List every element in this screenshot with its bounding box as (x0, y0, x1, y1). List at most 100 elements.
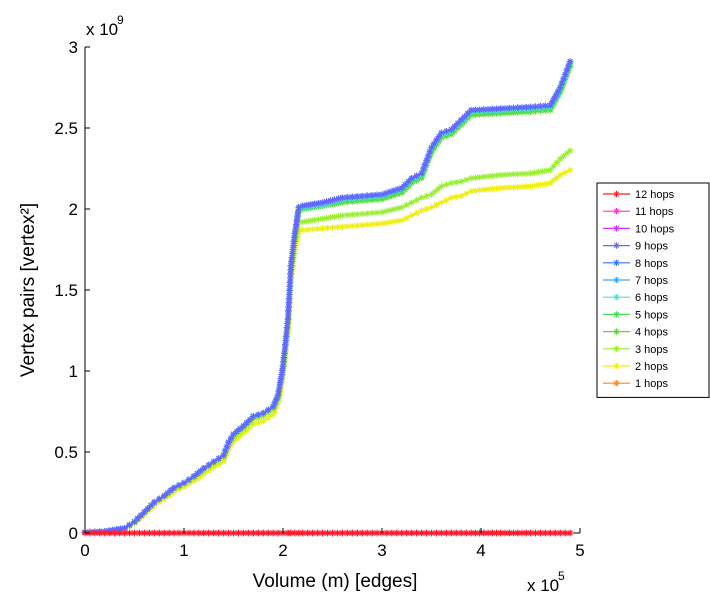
series-marker (403, 529, 410, 537)
series-marker (230, 529, 237, 537)
series-marker (274, 529, 282, 537)
series-marker (453, 193, 460, 201)
series-marker (250, 529, 257, 537)
series-7-hops (81, 58, 574, 536)
series-marker (299, 529, 306, 537)
series-marker (273, 395, 280, 403)
series-marker (260, 418, 267, 425)
series-marker (315, 216, 322, 223)
series-marker (282, 333, 290, 340)
series-marker (190, 529, 198, 537)
series-marker (344, 211, 351, 219)
series-line-7-hops (84, 61, 571, 533)
series-marker (134, 515, 141, 522)
series-marker (339, 212, 346, 219)
series-marker (235, 529, 242, 537)
series-marker (547, 166, 554, 174)
y-tick-label: 0 (69, 524, 78, 543)
series-marker (255, 419, 262, 427)
series-marker (518, 183, 526, 190)
series-marker (285, 303, 292, 311)
series-marker (278, 371, 285, 378)
series-marker (225, 439, 232, 446)
series-marker (250, 421, 257, 428)
series-marker (428, 144, 435, 151)
series-marker (401, 181, 409, 188)
series-marker (286, 283, 293, 290)
series-marker (433, 201, 440, 209)
series-marker (431, 188, 438, 195)
series-marker (514, 529, 521, 537)
series-marker (514, 104, 521, 111)
series-marker (288, 254, 296, 261)
series-marker (413, 209, 420, 217)
legend-item-12-hops: 12 hops (603, 189, 675, 201)
series-marker (303, 218, 310, 225)
series-marker (303, 201, 310, 209)
series-marker (290, 238, 298, 245)
series-marker (200, 470, 207, 478)
legend-marker (613, 208, 620, 215)
series-marker (281, 350, 288, 357)
series-marker (480, 173, 488, 181)
series-marker (359, 529, 366, 537)
legend-marker (613, 345, 620, 352)
series-marker (194, 470, 201, 477)
series-marker (286, 291, 293, 298)
series-marker (359, 222, 366, 229)
series-marker (324, 224, 331, 232)
series-marker (489, 172, 496, 180)
series-marker (339, 223, 346, 231)
series-marker (269, 411, 277, 418)
series-marker (236, 425, 244, 432)
series-marker (170, 484, 178, 491)
legend-label: 10 hops (635, 223, 675, 235)
series-marker (363, 529, 371, 537)
y-tick-label: 0.5 (54, 443, 78, 462)
legend-marker (613, 225, 620, 232)
series-marker (458, 178, 465, 185)
series-marker (518, 529, 526, 537)
series-marker (510, 104, 517, 112)
x-axis-multiplier: x 10 5 (527, 569, 565, 595)
legend-label: 6 hops (635, 292, 669, 304)
series-6-hops (81, 60, 574, 536)
series-marker (489, 529, 496, 537)
series-marker (147, 502, 155, 509)
series-marker (291, 529, 299, 537)
series-marker (277, 375, 285, 382)
series-marker (408, 529, 415, 537)
x-tick-label: 5 (575, 541, 584, 560)
series-marker (331, 196, 338, 203)
series-marker (349, 193, 356, 201)
y-tick-label: 1.5 (54, 281, 78, 300)
series-marker (506, 184, 513, 191)
series-marker (220, 452, 227, 459)
series-marker (284, 320, 291, 327)
series-marker (210, 464, 217, 471)
series-marker (220, 458, 227, 465)
series-marker (246, 424, 254, 431)
series-marker (527, 529, 534, 537)
series-marker (566, 529, 574, 537)
series-marker (233, 431, 240, 438)
series-marker (250, 413, 257, 420)
series-marker (368, 221, 376, 228)
series-marker (294, 208, 302, 215)
series-marker (311, 200, 318, 208)
series-marker (476, 106, 483, 113)
series-marker (497, 171, 504, 179)
series-marker (480, 529, 488, 537)
series-marker (205, 529, 212, 537)
series-marker (451, 123, 458, 130)
series-marker (131, 529, 138, 537)
series-marker (532, 103, 539, 110)
series-marker (506, 171, 513, 178)
series-marker (319, 529, 326, 537)
series-marker (349, 529, 356, 537)
series-marker (273, 399, 280, 406)
series-marker (368, 529, 376, 537)
series-marker (543, 180, 550, 187)
series-marker (284, 311, 292, 319)
series-marker (287, 274, 294, 282)
